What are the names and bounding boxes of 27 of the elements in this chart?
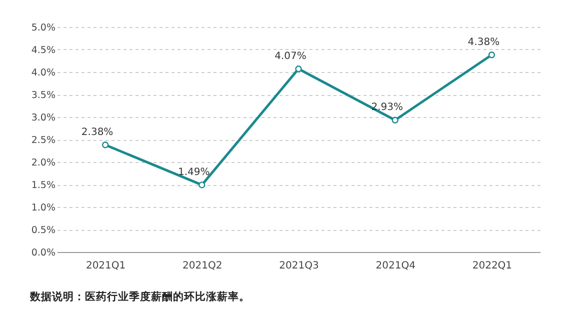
data-label: 4.07%: [274, 50, 306, 62]
y-tick-label: 1.0%: [31, 202, 56, 214]
point: [102, 142, 109, 148]
point: [295, 66, 302, 72]
x-tick-label: 2021Q1: [86, 260, 126, 272]
y-tick-label: 2.0%: [31, 158, 56, 168]
y-tick-label: 4.0%: [31, 68, 56, 78]
point: [488, 52, 496, 58]
data-label: 1.49%: [178, 166, 210, 178]
point: [392, 116, 398, 124]
y-tick-label: 3.0%: [31, 112, 56, 124]
y-tick-label: 2.5%: [31, 135, 56, 146]
y-tick-label: 0.0%: [31, 248, 56, 258]
y-tick-label: 0.5%: [31, 225, 56, 236]
y-tick-label: 1.5%: [31, 180, 56, 191]
y-tick-label: 4.5%: [31, 45, 56, 56]
data-label: 2.93%: [371, 102, 403, 114]
data-label: 2.38%: [81, 126, 114, 138]
y-tick-label: 3.5%: [31, 90, 56, 101]
y-tick-label: 5.0%: [31, 22, 56, 34]
point: [198, 182, 206, 188]
text: 数据说明：医药行业季度薪酬的环比涨薪率。: [30, 290, 250, 304]
x-tick-label: 2021Q3: [279, 260, 319, 272]
x-tick-label: 2021Q2: [182, 260, 222, 272]
x-tick-label: 2021Q4: [376, 260, 416, 272]
x-tick-label: 2022Q1: [472, 260, 512, 272]
data-label: 4.38%: [468, 36, 500, 48]
